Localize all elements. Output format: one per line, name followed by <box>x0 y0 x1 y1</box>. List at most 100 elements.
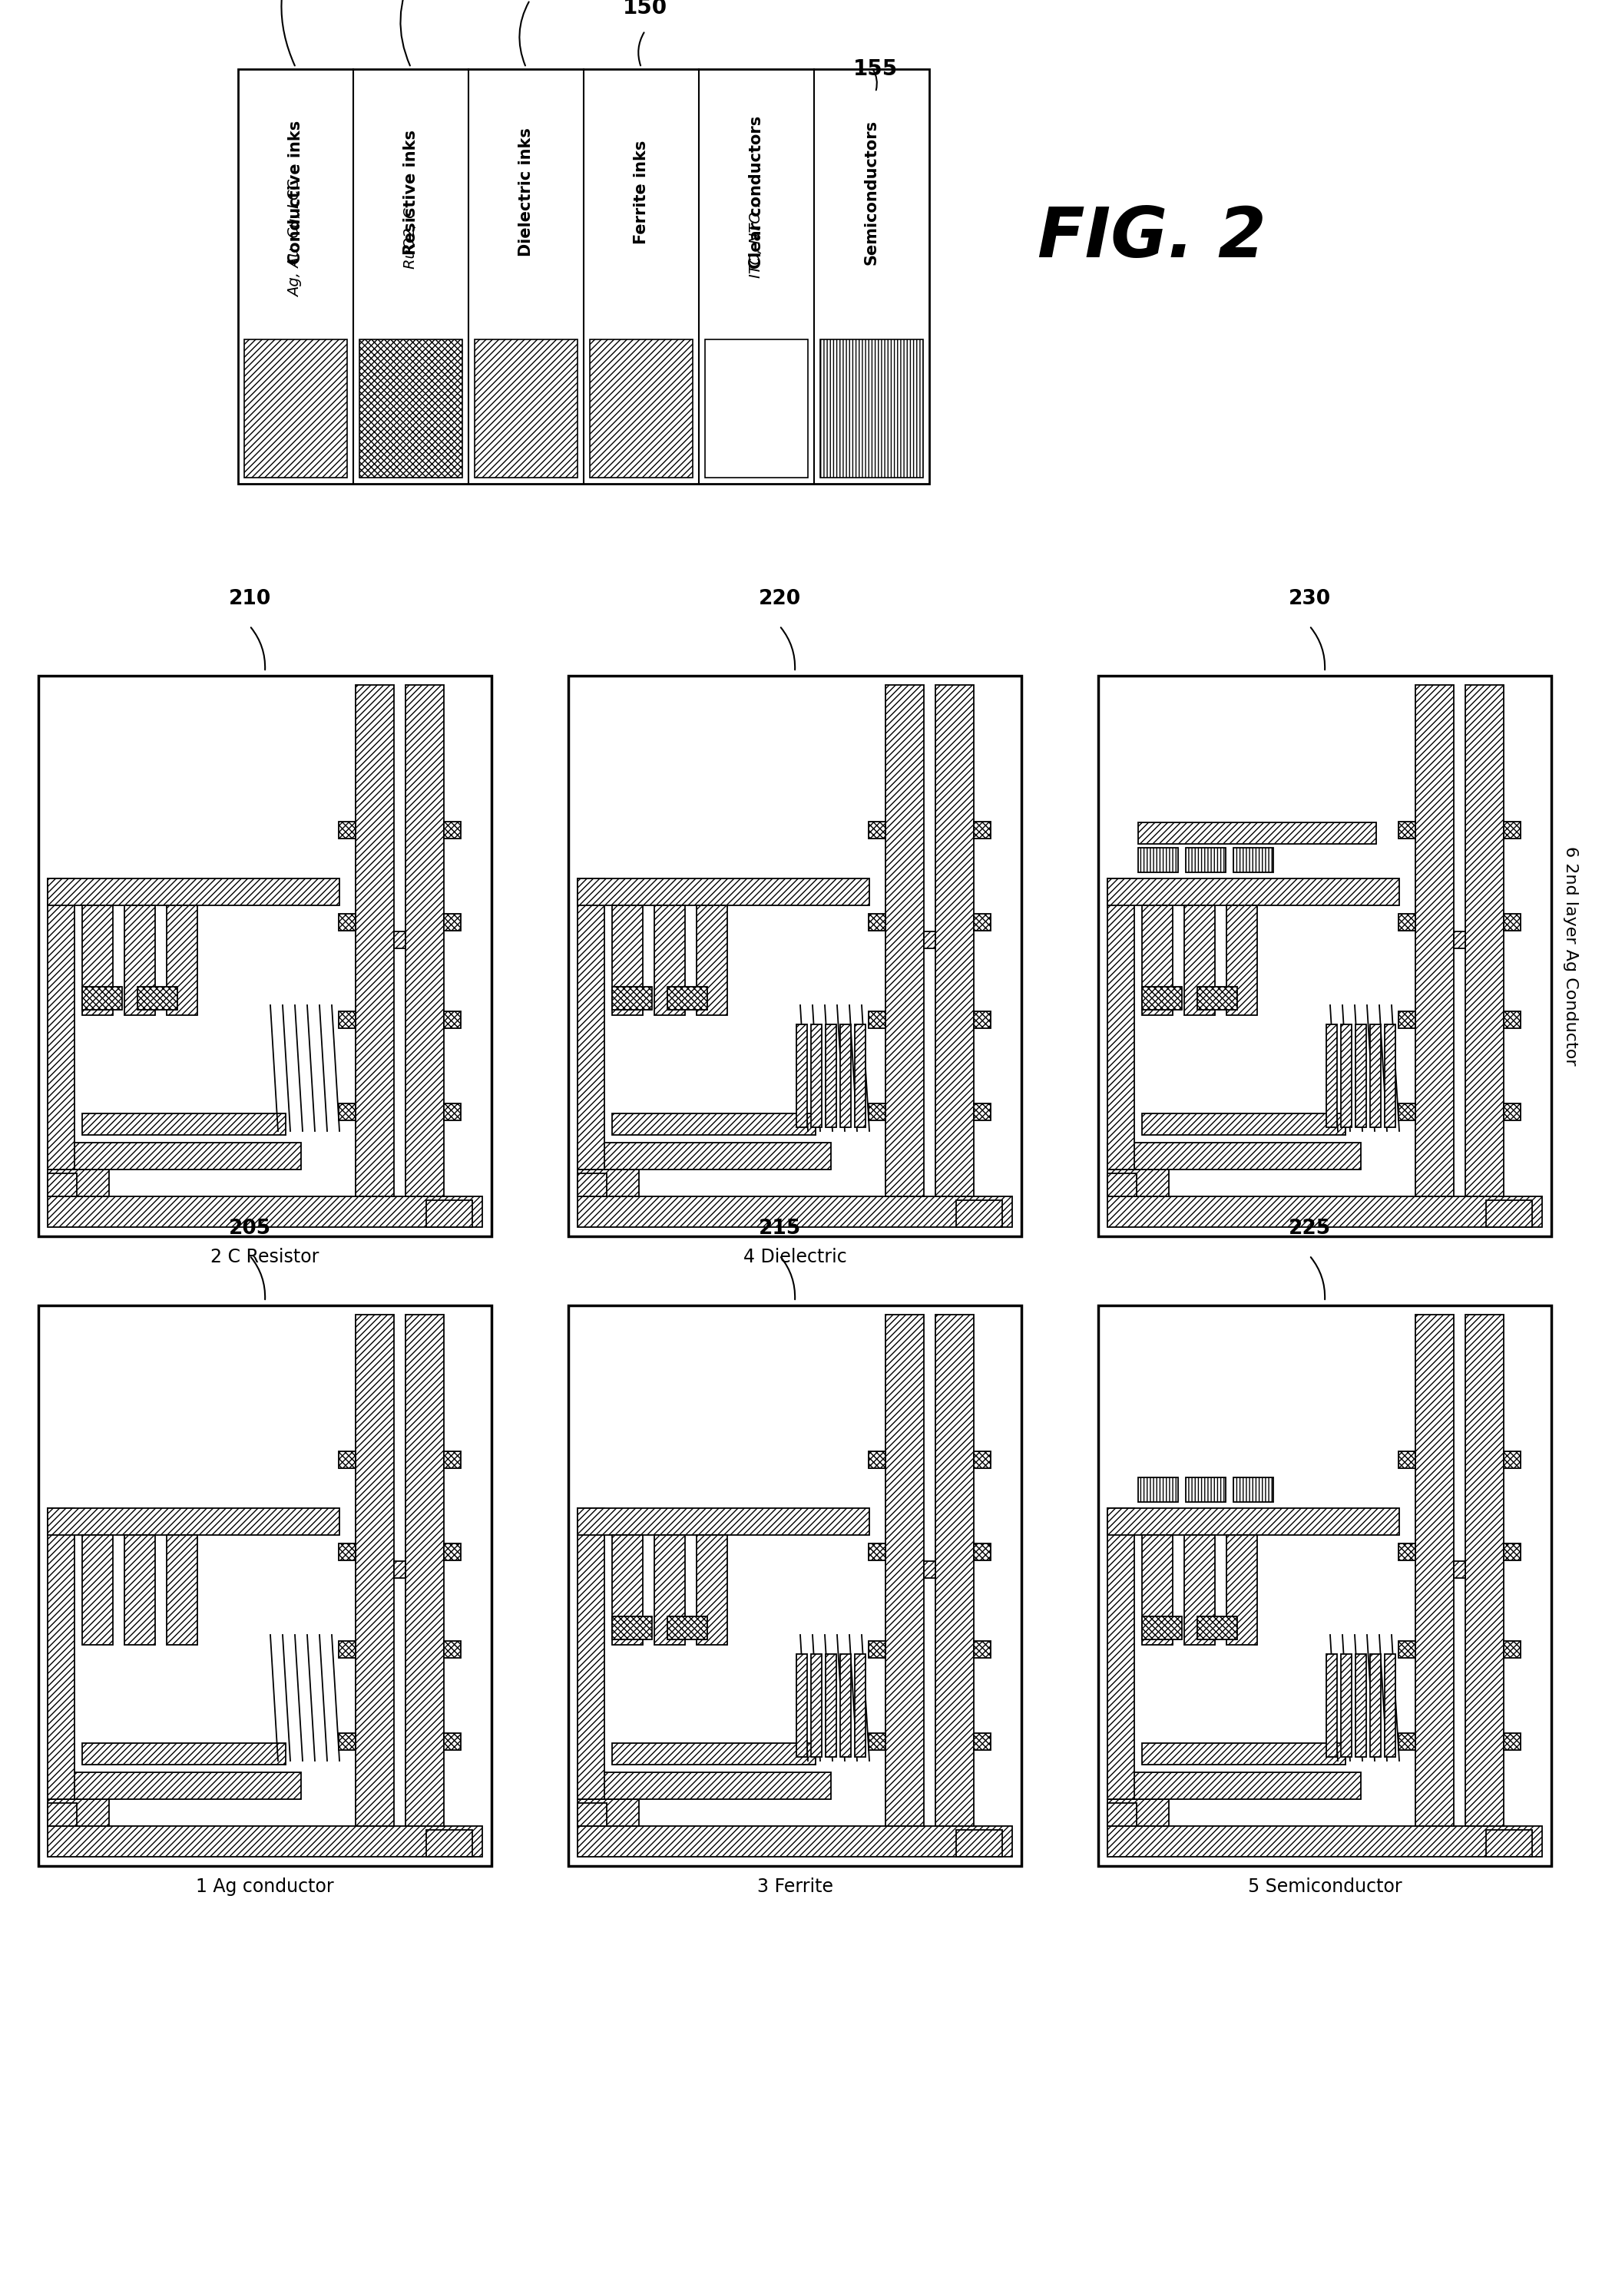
Bar <box>886 1316 924 1825</box>
Bar <box>820 340 923 478</box>
Bar <box>1107 1143 1360 1169</box>
Bar <box>974 914 990 930</box>
Bar <box>48 1196 482 1226</box>
Bar <box>577 879 870 905</box>
Bar <box>974 1543 990 1561</box>
Bar <box>1504 1451 1520 1467</box>
Bar <box>244 340 348 478</box>
Text: 1 Ag conductor: 1 Ag conductor <box>195 1878 333 1896</box>
Bar <box>1227 1536 1258 1644</box>
Bar <box>1416 684 1453 1196</box>
Bar <box>1107 1508 1399 1536</box>
Bar <box>82 1536 112 1644</box>
Bar <box>426 1201 473 1226</box>
Bar <box>48 879 75 1169</box>
Bar <box>444 822 461 838</box>
Bar <box>569 675 1022 1235</box>
Bar <box>1504 1010 1520 1029</box>
Bar <box>1399 1543 1416 1561</box>
Bar <box>338 914 356 930</box>
Bar <box>1384 1024 1395 1127</box>
Bar <box>359 340 463 478</box>
Bar <box>1197 987 1237 1010</box>
Bar <box>868 1733 886 1750</box>
Bar <box>956 1201 1003 1226</box>
Bar <box>48 1802 77 1825</box>
Bar <box>577 1196 1012 1226</box>
Bar <box>936 1316 974 1825</box>
Bar <box>1370 1024 1381 1127</box>
Bar <box>1504 822 1520 838</box>
Bar <box>394 932 405 948</box>
Bar <box>577 1173 607 1196</box>
Bar <box>839 1653 851 1756</box>
Bar <box>612 1114 815 1134</box>
Bar <box>48 1800 109 1825</box>
Bar <box>1137 1476 1177 1502</box>
Bar <box>577 1802 607 1825</box>
Bar <box>1326 1024 1338 1127</box>
Bar <box>444 1451 461 1467</box>
Bar <box>1142 1536 1173 1644</box>
Text: 230: 230 <box>1288 590 1331 608</box>
Bar <box>338 1451 356 1467</box>
Bar <box>338 1543 356 1561</box>
Bar <box>668 987 708 1010</box>
Bar <box>796 1024 807 1127</box>
Bar <box>1185 847 1226 872</box>
Bar <box>1504 914 1520 930</box>
Bar <box>138 987 178 1010</box>
Bar <box>868 822 886 838</box>
Text: Conductive inks: Conductive inks <box>288 119 303 264</box>
Bar <box>1355 1024 1367 1127</box>
Bar <box>1416 1316 1453 1825</box>
Bar <box>48 1173 77 1196</box>
Bar <box>1341 1024 1352 1127</box>
Bar <box>1504 1642 1520 1658</box>
Bar <box>705 340 807 478</box>
Bar <box>796 1653 807 1756</box>
Bar <box>924 932 936 948</box>
Bar <box>1142 987 1182 1010</box>
Bar <box>886 684 924 1196</box>
Bar <box>868 1543 886 1561</box>
Bar <box>338 1642 356 1658</box>
Text: 155: 155 <box>854 57 897 80</box>
Bar <box>868 1451 886 1467</box>
Bar <box>1107 1196 1543 1226</box>
Bar <box>1453 932 1466 948</box>
Bar <box>1107 879 1134 1169</box>
Bar <box>1184 1536 1214 1644</box>
Bar <box>1107 1800 1169 1825</box>
Bar <box>654 905 686 1015</box>
Text: FIG. 2: FIG. 2 <box>1038 204 1266 271</box>
Bar <box>48 1773 301 1800</box>
Bar <box>868 1642 886 1658</box>
Bar <box>356 684 394 1196</box>
Bar <box>1504 1733 1520 1750</box>
Bar <box>577 1508 604 1800</box>
Bar <box>1399 1104 1416 1120</box>
Text: 205: 205 <box>229 1219 271 1238</box>
Bar <box>48 1169 109 1196</box>
Bar <box>1107 1802 1136 1825</box>
Bar <box>167 1536 197 1644</box>
Bar <box>577 1825 1012 1857</box>
Bar <box>839 1024 851 1127</box>
Bar <box>1453 1561 1466 1577</box>
Text: 225: 225 <box>1288 1219 1331 1238</box>
Bar <box>1185 1476 1226 1502</box>
Bar <box>1107 879 1399 905</box>
Text: 5 Semiconductor: 5 Semiconductor <box>1248 1878 1402 1896</box>
Bar <box>167 905 197 1015</box>
Bar <box>974 1010 990 1029</box>
Text: Ferrite inks: Ferrite inks <box>633 140 649 243</box>
Bar <box>1107 1508 1134 1800</box>
Bar <box>1197 1616 1237 1639</box>
Bar <box>974 1733 990 1750</box>
Bar <box>974 1451 990 1467</box>
Bar <box>1384 1653 1395 1756</box>
Bar <box>1107 1773 1360 1800</box>
Bar <box>1504 1543 1520 1561</box>
Bar <box>1504 1104 1520 1120</box>
